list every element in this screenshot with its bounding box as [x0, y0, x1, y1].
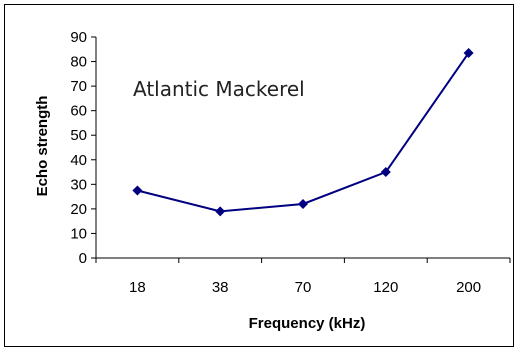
y-axis-title: Echo strength [34, 96, 51, 197]
x-tick-label: 70 [295, 279, 312, 296]
y-tick-label: 40 [70, 152, 87, 169]
x-axis-ticks: 18 38 70 120 200 [95, 258, 511, 296]
data-point-marker [298, 198, 308, 209]
data-point-marker [380, 167, 391, 178]
x-tick-label: 18 [129, 279, 146, 296]
y-tick-label: 30 [70, 176, 87, 193]
x-tick-label: 120 [373, 279, 398, 296]
y-tick-label: 20 [70, 201, 87, 218]
data-point-marker [132, 185, 143, 196]
y-tick-label: 50 [70, 127, 87, 144]
series-group [132, 47, 474, 217]
y-tick-label: 70 [70, 78, 87, 95]
y-tick-label: 0 [79, 250, 87, 267]
y-tick-label: 10 [70, 225, 87, 242]
x-tick-label: 200 [456, 279, 481, 296]
y-axis-ticks: 0 10 20 30 40 50 60 70 80 90 [70, 29, 96, 267]
y-tick-label: 90 [70, 29, 87, 46]
x-tick-label: 38 [212, 279, 229, 296]
data-point-marker [463, 47, 474, 58]
chart-annotation: Atlantic Mackerel [133, 77, 305, 101]
chart-border [4, 4, 514, 347]
y-tick-label: 60 [70, 103, 87, 120]
plot-area [95, 37, 510, 259]
x-axis-title: Frequency (kHz) [249, 315, 366, 332]
data-point-marker [215, 206, 226, 217]
y-tick-label: 80 [70, 54, 87, 71]
